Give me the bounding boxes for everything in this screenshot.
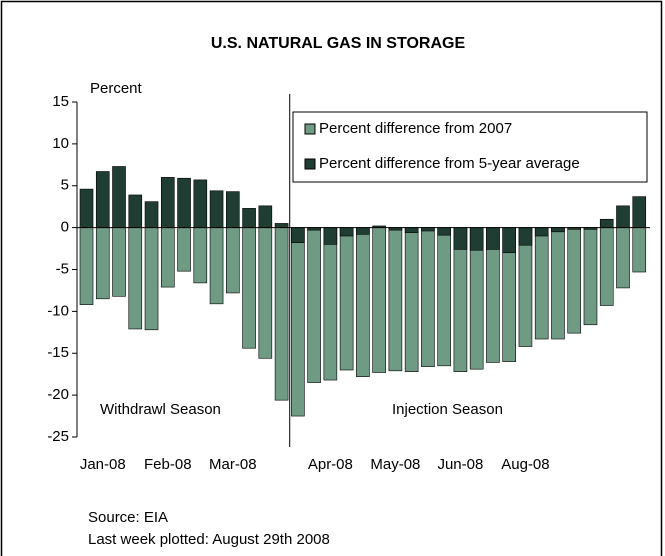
annotation: Injection Season	[392, 401, 503, 418]
bar	[599, 218, 614, 228]
bar	[258, 227, 273, 359]
bar	[177, 177, 191, 228]
y-tick-label: 5	[61, 177, 69, 194]
bar	[421, 227, 435, 232]
bar	[144, 227, 159, 331]
x-tick-label: Jan-08	[80, 456, 126, 473]
bar	[404, 227, 419, 233]
bar	[323, 227, 338, 381]
bar	[437, 227, 451, 236]
bar	[160, 177, 175, 228]
bar	[160, 227, 175, 288]
source: Source: EIA	[88, 509, 168, 526]
bar	[144, 201, 159, 228]
bar	[291, 227, 305, 243]
y-tick-label: 10	[52, 135, 69, 152]
y-tick-label: -5	[56, 260, 69, 277]
bar	[534, 227, 549, 237]
x-tick-label: Apr-08	[308, 456, 353, 473]
x-tick-label: Jun-08	[437, 456, 483, 473]
annotation: Withdrawl Season	[100, 401, 221, 418]
bar	[209, 190, 224, 228]
bar	[95, 171, 110, 228]
bar	[567, 227, 582, 334]
bar	[356, 227, 370, 235]
y-tick-label: -15	[47, 344, 69, 361]
bar	[453, 227, 468, 250]
chart-title: U.S. NATURAL GAS IN STORAGE	[211, 35, 466, 52]
bar	[404, 227, 419, 372]
bar	[209, 227, 224, 305]
legend-label: Percent difference from 5-year average	[319, 155, 580, 172]
bar	[356, 227, 370, 377]
x-tick-label: Aug-08	[501, 456, 549, 473]
bar	[486, 227, 500, 250]
bar	[632, 227, 647, 273]
bar	[79, 188, 94, 228]
bar	[551, 227, 565, 233]
x-tick-label: May-08	[370, 456, 420, 473]
bar	[307, 227, 321, 383]
bar	[469, 227, 484, 251]
bar	[323, 227, 338, 245]
bar	[616, 227, 630, 289]
bar	[372, 227, 386, 373]
bar	[193, 179, 208, 228]
bar	[583, 227, 598, 326]
legend-swatch	[304, 123, 316, 135]
bar	[258, 205, 273, 228]
legend-swatch	[304, 158, 316, 170]
y-tick-label: -25	[47, 428, 69, 445]
bar	[534, 227, 549, 340]
bar	[421, 227, 435, 367]
bar	[242, 208, 256, 228]
note: Last week plotted: August 29th 2008	[88, 531, 330, 548]
x-tick-label: Feb-08	[144, 456, 192, 473]
bar	[437, 227, 451, 367]
bar	[95, 227, 110, 300]
bar	[112, 166, 126, 228]
y-axis-label: Percent	[90, 80, 143, 97]
y-tick-label: 15	[52, 93, 69, 110]
bar	[128, 194, 143, 228]
bar	[339, 227, 354, 237]
bar	[242, 227, 256, 349]
bar	[112, 227, 126, 297]
bar	[388, 227, 403, 372]
bar	[226, 227, 240, 294]
bar	[339, 227, 354, 371]
y-tick-label: -10	[47, 302, 69, 319]
y-tick-label: 0	[61, 219, 69, 236]
bar	[128, 227, 143, 330]
bar	[177, 227, 191, 272]
y-tick-label: -20	[47, 386, 69, 403]
bar	[632, 196, 647, 228]
bar	[79, 227, 94, 305]
bar	[193, 227, 208, 284]
bar	[274, 227, 289, 401]
x-tick-label: Mar-08	[209, 456, 257, 473]
bar	[502, 227, 516, 254]
bar	[551, 227, 565, 340]
bar	[226, 191, 240, 228]
bar	[518, 227, 533, 246]
bar	[616, 205, 630, 228]
bar	[599, 227, 614, 306]
bar	[274, 223, 289, 228]
bar	[291, 227, 305, 417]
legend-box	[292, 111, 648, 183]
legend-label: Percent difference from 2007	[319, 120, 512, 137]
